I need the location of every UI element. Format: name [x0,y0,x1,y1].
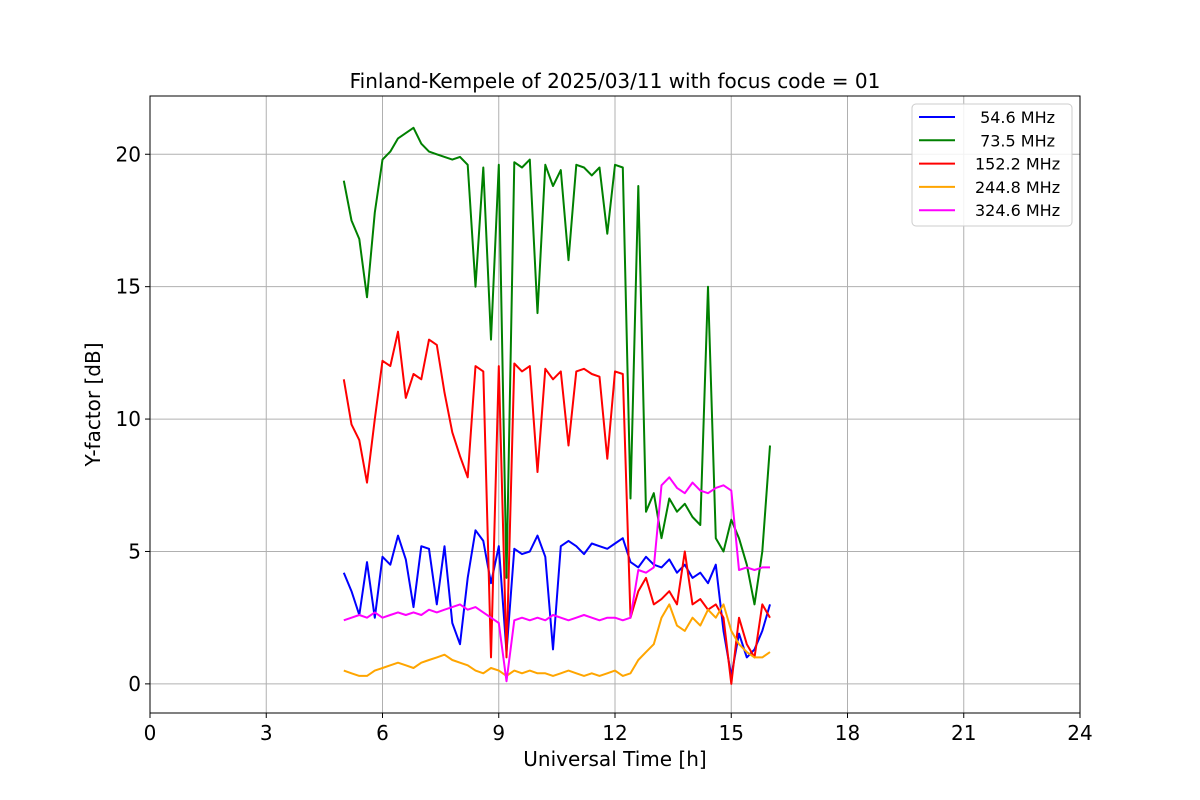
legend-label: 244.8 MHz [970,178,1060,197]
x-tick-label: 12 [602,721,627,745]
legend-label: 324.6 MHz [970,201,1060,220]
x-axis: 0 3 6 9 12 15 18 21 24 [144,713,1093,745]
legend-label: 54.6 MHz [975,108,1055,127]
x-tick-label: 6 [376,721,389,745]
series-line-3 [343,603,771,677]
y-tick-label: 10 [116,407,141,431]
y-axis-label: Y-factor [dB] [81,342,105,467]
chart-title: Finland-Kempele of 2025/03/11 with focus… [350,69,881,93]
y-tick-label: 0 [128,672,141,696]
series-line-4 [343,476,770,683]
x-tick-label: 21 [951,721,976,745]
series-line-0 [342,529,771,677]
x-axis-label: Universal Time [h] [523,747,706,771]
legend-box [911,103,1073,227]
x-tick-label: 9 [492,721,505,745]
series-line-1 [342,126,771,606]
y-tick-label: 15 [116,275,141,299]
x-tick-label: 15 [719,721,744,745]
x-tick-label: 3 [260,721,273,745]
y-axis: 0 5 10 15 20 [116,142,150,696]
series-line-2 [342,330,771,685]
legend-label: 73.5 MHz [975,131,1055,150]
legend: 54.6 MHz 73.5 MHz 152.2 MHz 244.8 MHz 32… [911,103,1073,227]
x-tick-label: 24 [1067,721,1092,745]
x-tick-label: 0 [144,721,157,745]
x-tick-label: 18 [835,721,860,745]
y-tick-label: 20 [116,142,141,166]
y-tick-label: 5 [128,539,141,563]
legend-label: 152.2 MHz [970,155,1060,174]
series-layer [342,126,771,685]
